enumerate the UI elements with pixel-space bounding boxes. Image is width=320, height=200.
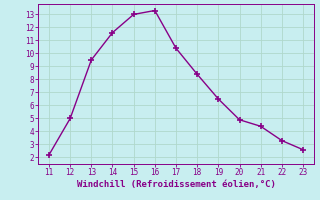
X-axis label: Windchill (Refroidissement éolien,°C): Windchill (Refroidissement éolien,°C) (76, 180, 276, 189)
